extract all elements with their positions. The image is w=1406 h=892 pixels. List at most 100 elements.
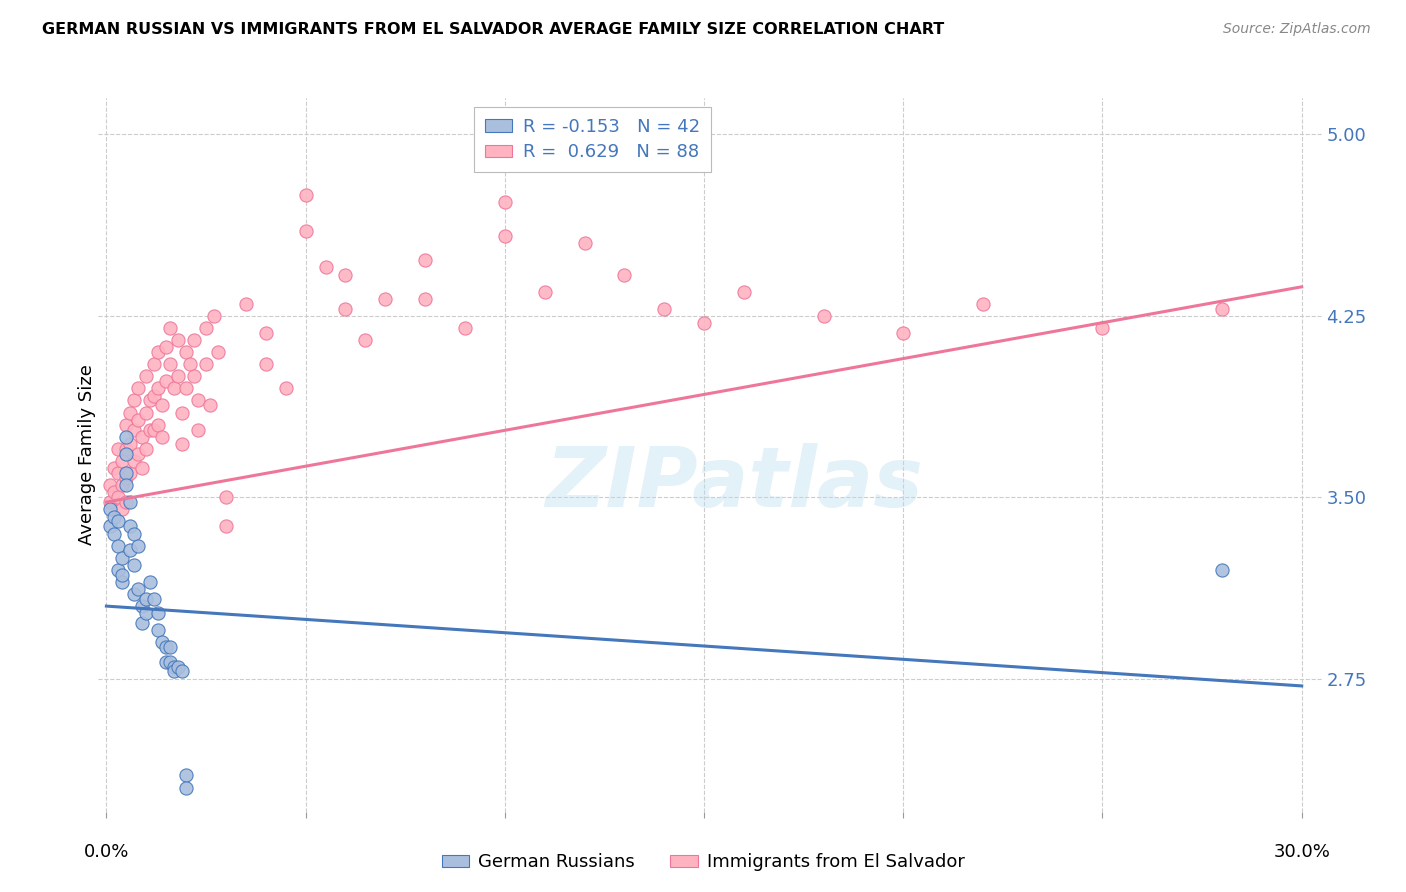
Point	[107, 515, 129, 529]
Point	[179, 357, 201, 371]
Point	[374, 292, 396, 306]
Point	[183, 333, 205, 347]
Point	[150, 635, 173, 649]
Point	[103, 461, 125, 475]
Point	[195, 321, 218, 335]
Point	[163, 665, 186, 679]
Point	[100, 495, 122, 509]
Point	[198, 398, 221, 412]
Text: Source: ZipAtlas.com: Source: ZipAtlas.com	[1223, 22, 1371, 37]
Point	[254, 357, 277, 371]
Point	[167, 369, 190, 384]
Point	[100, 478, 122, 492]
Point	[183, 369, 205, 384]
Legend: R = -0.153   N = 42, R =  0.629   N = 88: R = -0.153 N = 42, R = 0.629 N = 88	[474, 107, 711, 172]
Point	[100, 519, 122, 533]
Point	[294, 187, 316, 202]
Point	[115, 447, 138, 461]
Point	[127, 447, 149, 461]
Point	[127, 539, 149, 553]
Point	[533, 285, 555, 299]
Point	[613, 268, 636, 282]
Text: 0.0%: 0.0%	[84, 843, 129, 861]
Point	[150, 398, 173, 412]
Point	[454, 321, 477, 335]
Point	[135, 442, 157, 456]
Point	[124, 587, 146, 601]
Legend: German Russians, Immigrants from El Salvador: German Russians, Immigrants from El Salv…	[434, 847, 972, 879]
Text: ZIPatlas: ZIPatlas	[546, 443, 924, 524]
Point	[172, 437, 194, 451]
Point	[174, 768, 197, 782]
Point	[131, 599, 153, 613]
Point	[143, 423, 166, 437]
Point	[148, 345, 170, 359]
Point	[574, 236, 596, 251]
Point	[159, 357, 181, 371]
Point	[733, 285, 755, 299]
Point	[135, 406, 157, 420]
Point	[195, 357, 218, 371]
Point	[1211, 563, 1233, 577]
Point	[115, 417, 138, 432]
Point	[693, 316, 716, 330]
Point	[120, 543, 142, 558]
Point	[127, 582, 149, 597]
Point	[1091, 321, 1114, 335]
Point	[124, 393, 146, 408]
Point	[103, 526, 125, 541]
Point	[100, 502, 122, 516]
Point	[254, 326, 277, 340]
Point	[148, 381, 170, 395]
Point	[135, 369, 157, 384]
Point	[413, 253, 436, 268]
Text: 30.0%: 30.0%	[1274, 843, 1330, 861]
Point	[120, 519, 142, 533]
Point	[131, 430, 153, 444]
Point	[124, 558, 146, 572]
Point	[159, 321, 181, 335]
Point	[135, 591, 157, 606]
Point	[143, 591, 166, 606]
Point	[354, 333, 377, 347]
Point	[115, 471, 138, 485]
Point	[131, 615, 153, 630]
Point	[111, 502, 134, 516]
Point	[159, 655, 181, 669]
Point	[274, 381, 297, 395]
Point	[115, 495, 138, 509]
Point	[174, 780, 197, 795]
Point	[335, 301, 357, 316]
Point	[120, 466, 142, 480]
Point	[163, 381, 186, 395]
Point	[167, 333, 190, 347]
Point	[207, 345, 229, 359]
Point	[155, 640, 177, 655]
Point	[143, 357, 166, 371]
Point	[494, 195, 516, 210]
Point	[120, 437, 142, 451]
Point	[413, 292, 436, 306]
Y-axis label: Average Family Size: Average Family Size	[79, 365, 96, 545]
Point	[150, 430, 173, 444]
Point	[155, 340, 177, 354]
Point	[143, 389, 166, 403]
Point	[127, 381, 149, 395]
Text: GERMAN RUSSIAN VS IMMIGRANTS FROM EL SALVADOR AVERAGE FAMILY SIZE CORRELATION CH: GERMAN RUSSIAN VS IMMIGRANTS FROM EL SAL…	[42, 22, 945, 37]
Point	[115, 430, 138, 444]
Point	[111, 574, 134, 589]
Point	[148, 417, 170, 432]
Point	[120, 406, 142, 420]
Point	[315, 260, 337, 275]
Point	[120, 495, 142, 509]
Point	[652, 301, 675, 316]
Point	[891, 326, 914, 340]
Point	[111, 478, 134, 492]
Point	[139, 423, 162, 437]
Point	[187, 393, 209, 408]
Point	[972, 297, 994, 311]
Point	[111, 567, 134, 582]
Point	[111, 550, 134, 565]
Point	[135, 607, 157, 621]
Point	[111, 454, 134, 468]
